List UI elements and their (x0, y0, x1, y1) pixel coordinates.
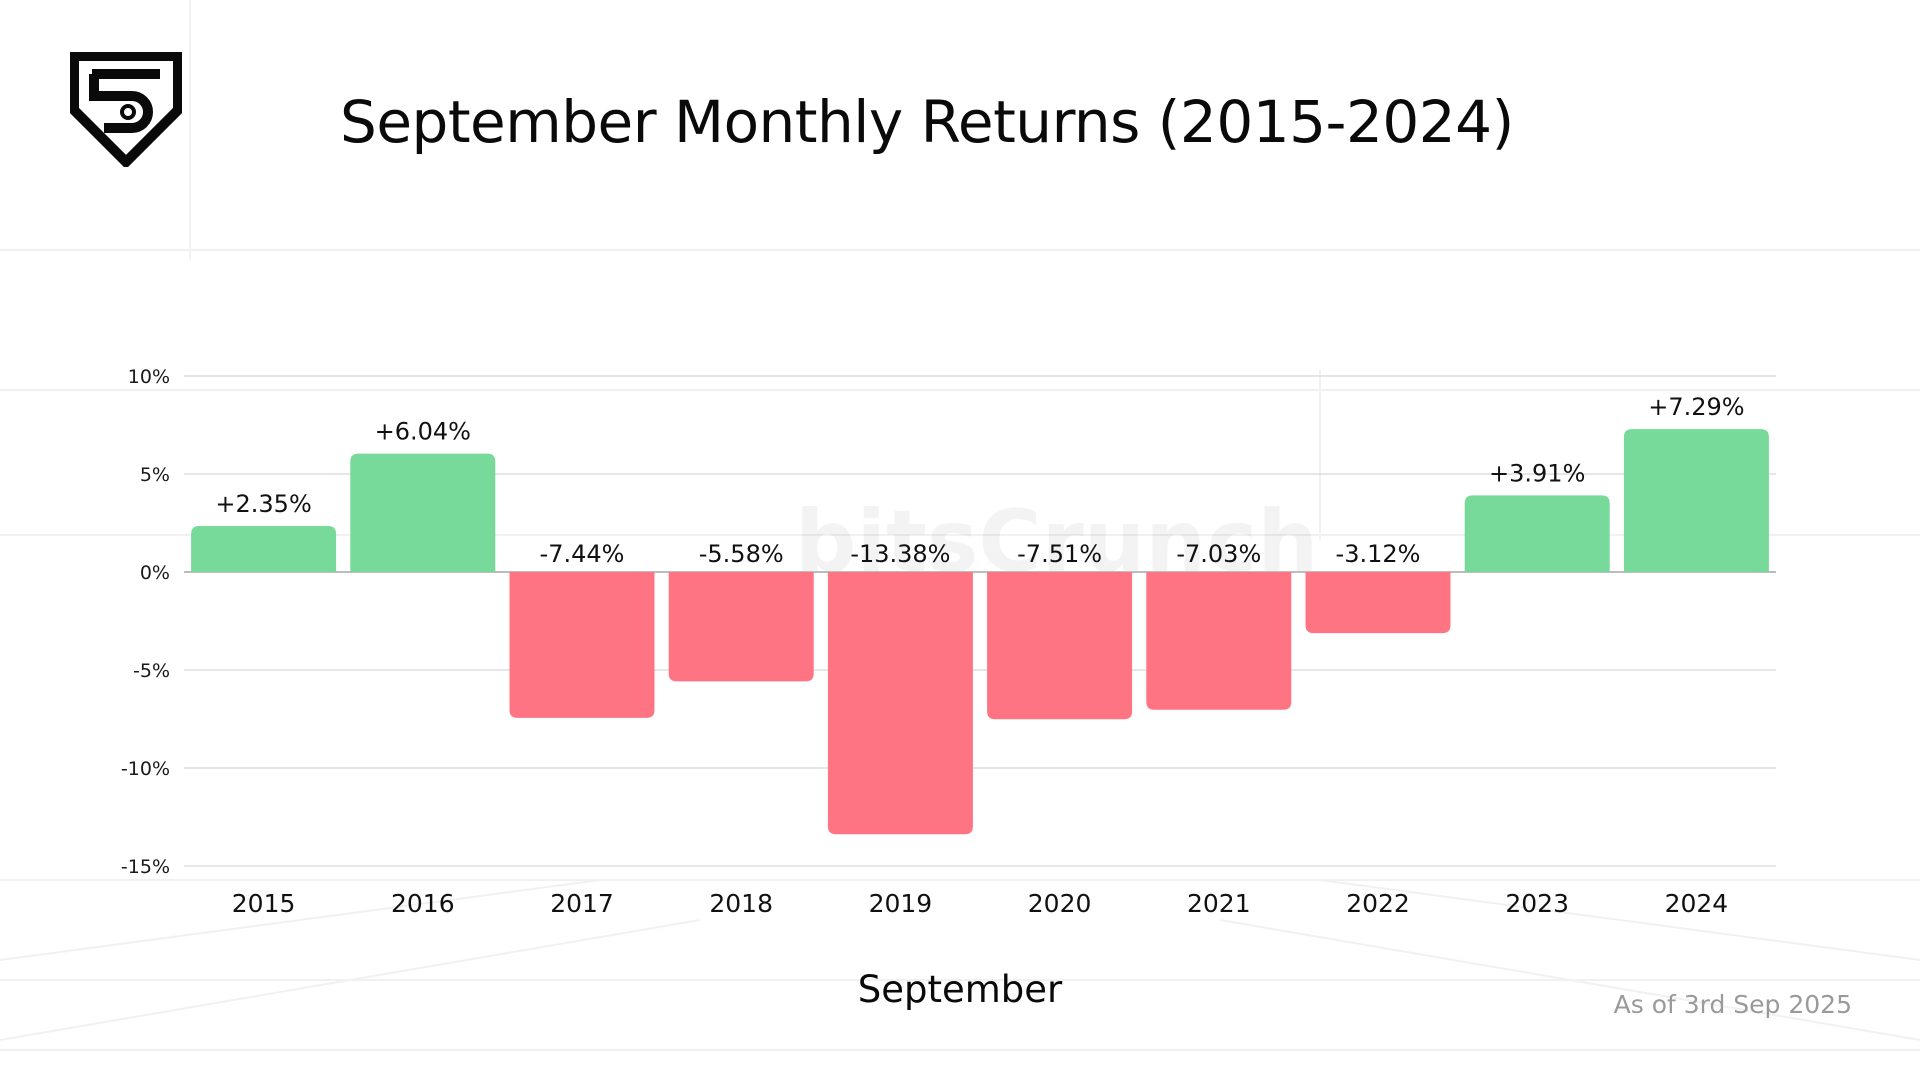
x-tick-label-2019: 2019 (869, 889, 933, 918)
data-label-2023: +3.91% (1489, 459, 1585, 487)
y-tick-label: -10% (121, 758, 170, 780)
bars (191, 429, 1769, 835)
data-label-2016: +6.04% (375, 418, 471, 446)
data-label-2020: -7.51% (1017, 540, 1102, 568)
bar-2019 (827, 572, 973, 835)
bar-2020 (987, 572, 1133, 720)
x-tick-label-2016: 2016 (391, 889, 455, 918)
x-tick-label-2018: 2018 (709, 889, 773, 918)
bar-2018 (668, 572, 814, 682)
y-axis-ticks: 10% 5% 0% -5% -10% -15% (121, 366, 170, 878)
x-tick-label-2024: 2024 (1665, 889, 1729, 918)
bar-2021 (1146, 572, 1292, 710)
x-tick-label-2022: 2022 (1346, 889, 1410, 918)
bar-2023 (1464, 495, 1610, 572)
data-label-2024: +7.29% (1648, 393, 1744, 421)
data-label-2018: -5.58% (699, 540, 784, 568)
bar-2022 (1305, 572, 1451, 634)
y-tick-label: -5% (133, 660, 170, 682)
x-tick-label-2017: 2017 (550, 889, 614, 918)
page-title: September Monthly Returns (2015-2024) (340, 88, 1514, 156)
x-tick-label-2020: 2020 (1028, 889, 1092, 918)
bar-2016 (350, 453, 496, 572)
bar-2017 (509, 572, 655, 718)
data-label-2015: +2.35% (215, 490, 311, 518)
bar-2015 (191, 525, 337, 572)
y-tick-label: -15% (121, 856, 170, 878)
data-label-2021: -7.03% (1176, 540, 1261, 568)
x-tick-label-2021: 2021 (1187, 889, 1251, 918)
y-tick-label: 0% (140, 562, 170, 584)
as-of-date-note: As of 3rd Sep 2025 (1613, 990, 1852, 1019)
data-label-2022: -3.12% (1336, 540, 1421, 568)
bitscrunch-shield-logo-icon (70, 52, 182, 167)
data-labels: +2.35% +6.04% -7.44% -5.58% -13.38% -7.51% -7.… (215, 393, 1744, 568)
x-axis-ticks: 2015 2016 2017 2018 2019 2020 2021 2022 2023 2024 (232, 889, 1728, 918)
data-label-2019: -13.38% (850, 540, 950, 568)
x-tick-label-2023: 2023 (1505, 889, 1569, 918)
bar-2024 (1623, 429, 1769, 572)
x-axis-label: September (857, 968, 1063, 1011)
y-tick-label: 10% (128, 366, 170, 388)
gridlines (184, 375, 1776, 867)
data-label-2017: -7.44% (540, 540, 625, 568)
x-tick-label-2015: 2015 (232, 889, 296, 918)
y-tick-label: 5% (140, 464, 170, 486)
